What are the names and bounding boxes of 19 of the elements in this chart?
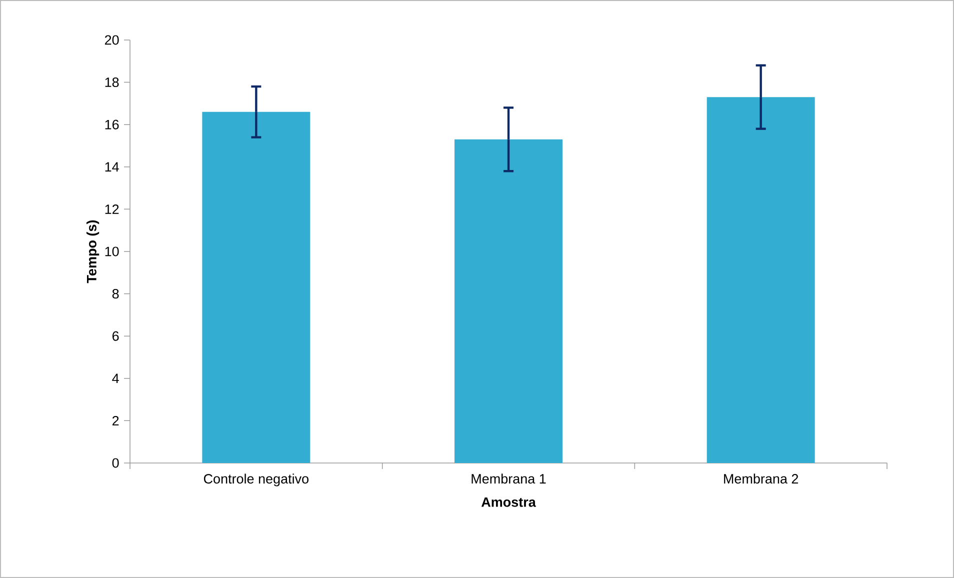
y-axis-title: Tempo (s) (86, 220, 100, 284)
y-tick-label: 10 (105, 246, 119, 256)
y-tick-label: 14 (105, 162, 119, 172)
x-axis-title: Amostra (481, 497, 536, 507)
bar (202, 112, 310, 463)
y-tick-label: 4 (112, 374, 119, 384)
y-tick-label: 16 (105, 120, 119, 130)
y-tick-label: 8 (112, 289, 119, 299)
bar (454, 139, 563, 463)
y-tick-label: 2 (112, 416, 119, 426)
bar (706, 97, 815, 463)
y-tick-label: 6 (112, 331, 119, 341)
x-tick-label: Membrana 1 (472, 474, 546, 484)
y-tick-label: 20 (104, 35, 119, 45)
x-tick-label: Controle negativo (204, 474, 308, 486)
y-tick-label: 12 (105, 204, 119, 214)
y-tick-label: 0 (112, 458, 119, 468)
y-tick-label: 18 (105, 78, 119, 88)
x-tick-label: Membrana 2 (724, 474, 798, 484)
